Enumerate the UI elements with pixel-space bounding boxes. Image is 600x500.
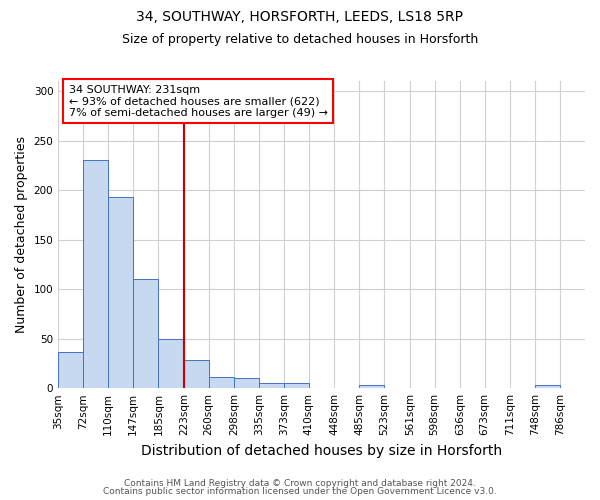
Bar [259,383,284,388]
X-axis label: Distribution of detached houses by size in Horsforth: Distribution of detached houses by size … [141,444,502,458]
Bar [535,385,560,388]
Text: Contains public sector information licensed under the Open Government Licence v3: Contains public sector information licen… [103,487,497,496]
Text: 34 SOUTHWAY: 231sqm
← 93% of detached houses are smaller (622)
7% of semi-detach: 34 SOUTHWAY: 231sqm ← 93% of detached ho… [69,84,328,118]
Text: Contains HM Land Registry data © Crown copyright and database right 2024.: Contains HM Land Registry data © Crown c… [124,478,476,488]
Bar [284,383,309,388]
Bar [133,280,158,388]
Bar [58,352,83,388]
Y-axis label: Number of detached properties: Number of detached properties [15,136,28,334]
Bar [359,385,385,388]
Bar [209,378,234,388]
Text: 34, SOUTHWAY, HORSFORTH, LEEDS, LS18 5RP: 34, SOUTHWAY, HORSFORTH, LEEDS, LS18 5RP [137,10,464,24]
Bar [234,378,259,388]
Bar [184,360,209,388]
Bar [83,160,109,388]
Text: Size of property relative to detached houses in Horsforth: Size of property relative to detached ho… [122,32,478,46]
Bar [109,197,133,388]
Bar [158,338,184,388]
